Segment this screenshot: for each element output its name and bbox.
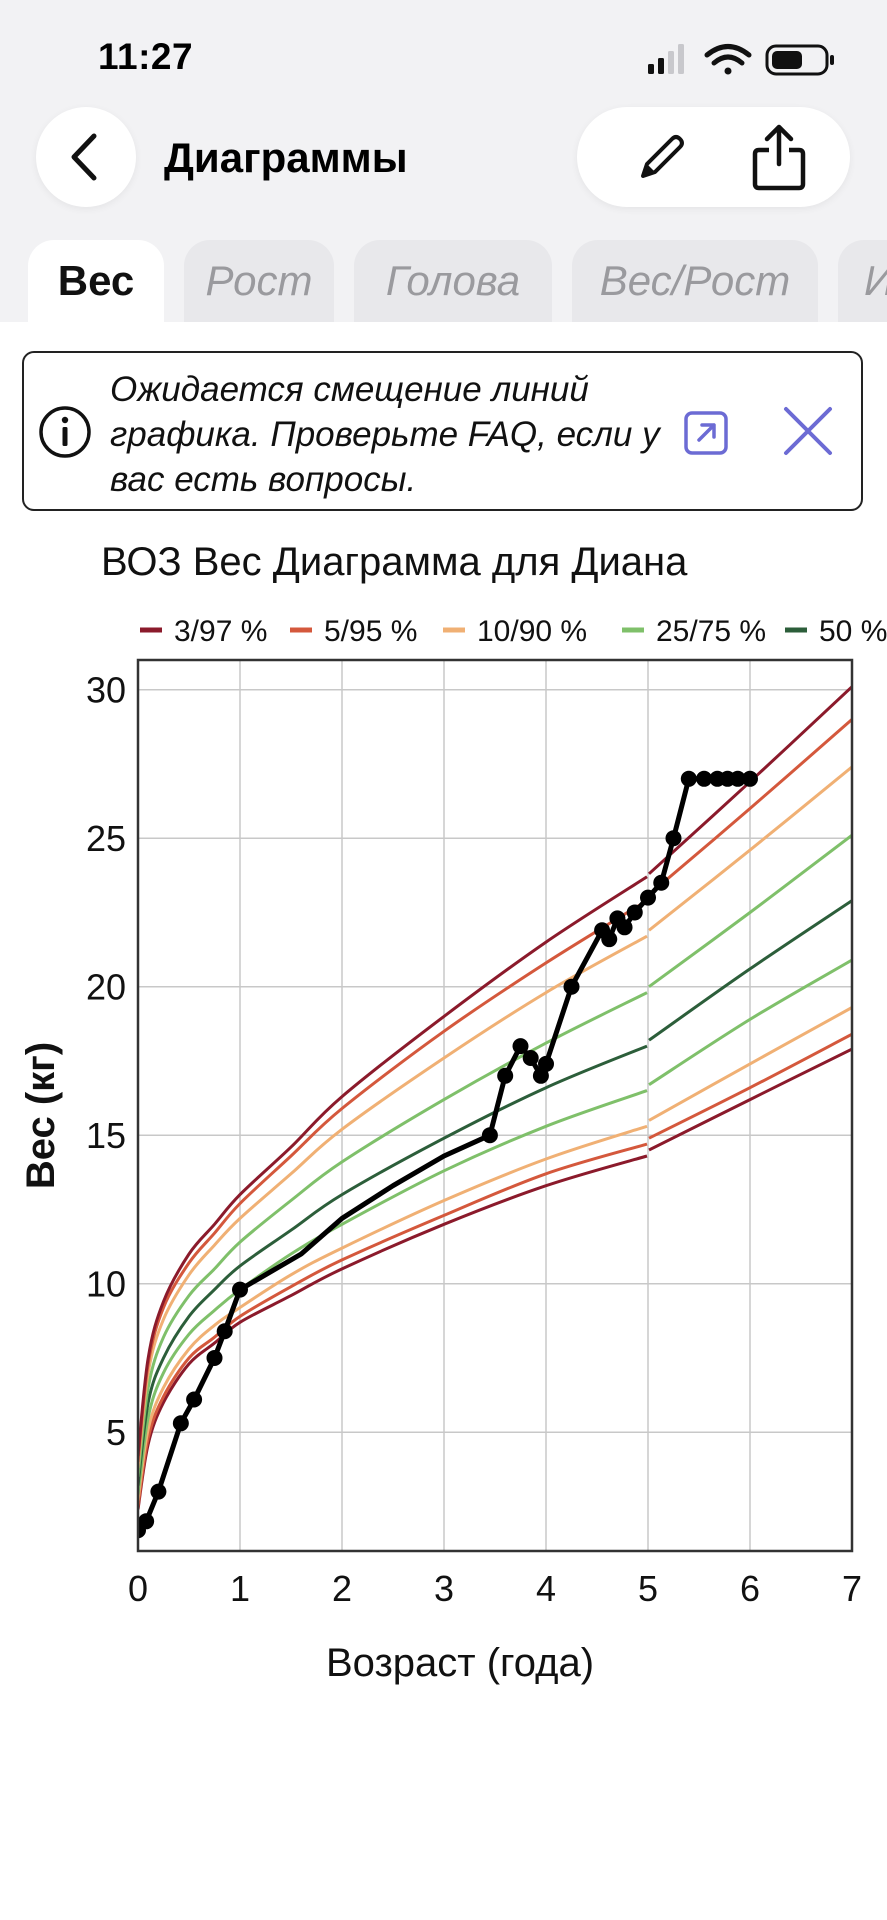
y-tick-label: 10: [86, 1264, 126, 1305]
child-weight-point: [216, 1323, 233, 1340]
x-tick-label: 0: [128, 1568, 148, 1609]
legend-label: 5/95 %: [324, 615, 417, 648]
growth-chart: 3/97 % 5/95 % 10/90 % 25/75 % 50 % 0 1 2 3 4 5 6 7 5 1…: [19, 615, 887, 1685]
child-weight-point: [481, 1127, 498, 1144]
child-weight-point: [206, 1349, 223, 1366]
open-faq-icon[interactable]: [682, 409, 730, 457]
percentile-line: [648, 1032, 852, 1140]
child-weight-point: [601, 931, 618, 948]
x-tick-label: 2: [332, 1568, 352, 1609]
legend-label: 3/97 %: [174, 615, 267, 648]
percentile-line: [648, 1006, 852, 1122]
percentile-line: [648, 958, 852, 1086]
banner-text: Ожидается смещение линий графика. Провер…: [110, 370, 660, 499]
child-weight-point: [186, 1391, 203, 1408]
chevron-left-icon: [71, 133, 97, 181]
status-time: 11:27: [98, 36, 194, 77]
chart-title: ВОЗ Вес Диаграмма для Диана: [101, 540, 688, 584]
y-tick-label: 5: [106, 1412, 126, 1453]
edit-button[interactable]: [607, 107, 717, 207]
percentile-line: [138, 934, 648, 1468]
tab-weight-label: Вес: [57, 257, 135, 304]
child-weight-point: [653, 874, 670, 891]
percentile-line: [648, 718, 852, 896]
tab-more-label: И: [864, 257, 887, 305]
child-weight-point: [522, 1049, 539, 1066]
percentile-line: [138, 1044, 648, 1486]
child-weight-point: [512, 1038, 529, 1055]
close-icon[interactable]: [780, 403, 836, 459]
page-title: Диаграммы: [164, 134, 408, 181]
percentile-line: [138, 1154, 648, 1510]
header-area: 11:27 Диаграммы: [0, 0, 887, 322]
y-tick-label: 15: [86, 1115, 126, 1156]
y-axis-label: Вес (кг): [19, 1042, 63, 1189]
percentile-line: [138, 899, 648, 1463]
tab-weight[interactable]: Вес: [28, 240, 164, 322]
child-weight-point: [626, 904, 643, 921]
plot-frame: [136, 658, 854, 1553]
child-weight-point: [172, 1415, 189, 1432]
tab-head-label: Голова: [385, 257, 521, 304]
tab-head[interactable]: Голова: [354, 240, 552, 322]
percentile-line: [648, 1047, 852, 1152]
child-weight-point: [497, 1067, 514, 1084]
pencil-icon: [641, 135, 684, 178]
percentile-line: [648, 899, 852, 1042]
x-tick-label: 1: [230, 1568, 250, 1609]
info-icon: [39, 406, 91, 458]
child-weight-point: [640, 889, 656, 906]
wifi-icon: [704, 44, 752, 75]
tab-weight-height[interactable]: Вес/Рост: [572, 240, 818, 322]
child-weight-point: [616, 919, 633, 936]
child-weight-point: [680, 770, 697, 787]
legend-label: 10/90 %: [477, 615, 587, 648]
x-tick-label: 3: [434, 1568, 454, 1609]
cellular-signal-icon: [648, 44, 684, 74]
percentile-curves: [138, 685, 852, 1539]
percentile-line: [138, 991, 648, 1477]
tab-weight-height-label: Вес/Рост: [599, 257, 791, 304]
x-tick-label: 6: [740, 1568, 760, 1609]
percentile-line: [138, 1142, 648, 1507]
tab-more[interactable]: И: [838, 240, 887, 322]
child-weight-point: [563, 978, 580, 995]
child-weight-point: [665, 830, 682, 847]
y-tick-label: 25: [86, 818, 126, 859]
child-weight-point: [696, 770, 713, 787]
tab-height-label: Рост: [205, 257, 313, 304]
child-weight-point: [729, 770, 746, 787]
legend-label: 50 %: [819, 615, 887, 648]
back-button[interactable]: [36, 107, 136, 207]
x-tick-label: 5: [638, 1568, 658, 1609]
y-tick-label: 30: [86, 670, 126, 711]
child-weight-point: [538, 1055, 554, 1072]
percentile-line: [138, 1124, 648, 1501]
percentile-line: [138, 875, 648, 1457]
tab-height[interactable]: Рост: [184, 240, 334, 322]
percentile-line: [648, 765, 852, 932]
legend-label: 25/75 %: [656, 615, 766, 648]
percentile-line: [648, 834, 852, 988]
x-tick-label: 4: [536, 1568, 556, 1609]
x-axis-label: Возраст (года): [326, 1641, 594, 1685]
child-weight-point: [138, 1513, 155, 1530]
nav-actions-group: [577, 107, 850, 207]
info-banner: Ожидается смещение линий графика. Провер…: [22, 351, 863, 511]
status-icons: [648, 44, 834, 76]
battery-icon: [765, 44, 834, 76]
x-tick-label: 7: [842, 1568, 862, 1609]
share-icon: [752, 124, 806, 191]
child-weight-point: [742, 770, 758, 787]
child-weight-point: [232, 1281, 248, 1298]
y-tick-label: 20: [86, 967, 126, 1008]
child-weight-point: [150, 1483, 167, 1500]
share-button[interactable]: [724, 107, 834, 207]
